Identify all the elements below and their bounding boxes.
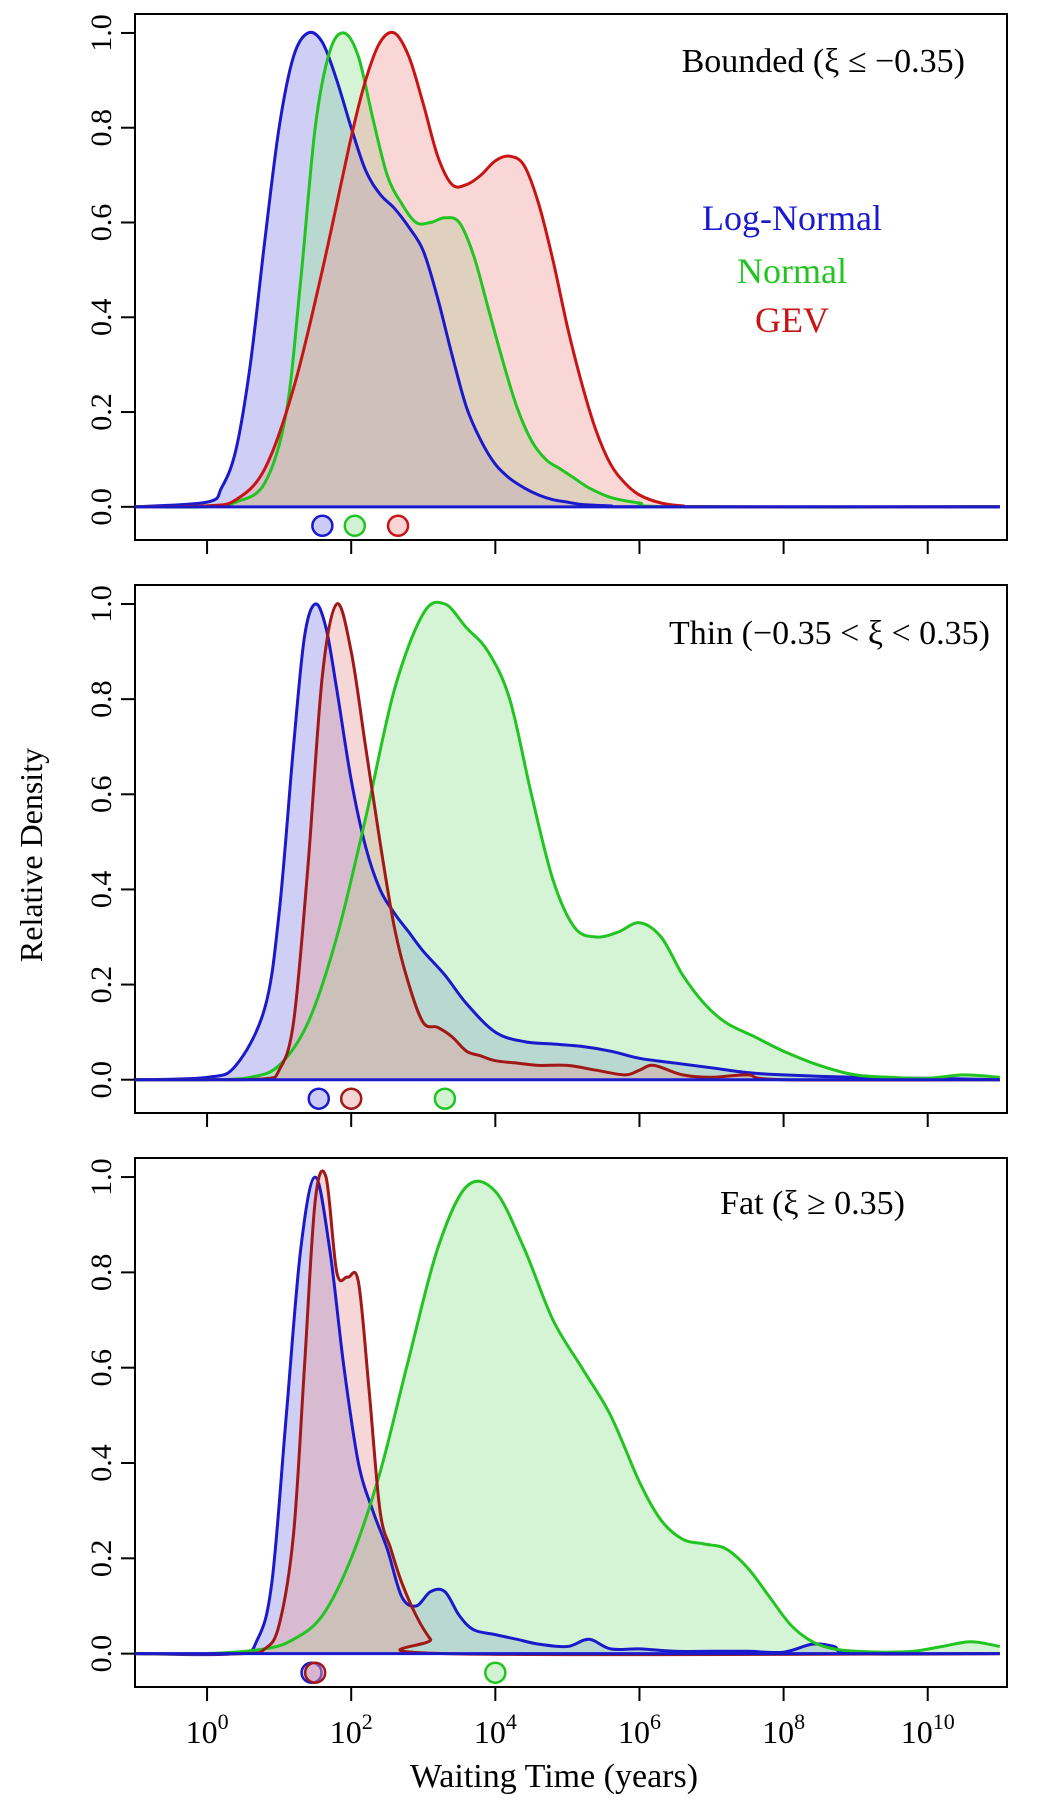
x-tick-label: 102 (330, 1709, 373, 1750)
line-normal (134, 31, 1000, 509)
line-gev (134, 1169, 1000, 1657)
x-tick-label: 100 (186, 1709, 229, 1750)
marker-log-normal (307, 1087, 331, 1110)
area-log-normal (135, 603, 1000, 1080)
line-log-normal (134, 602, 1000, 1082)
line-normal (134, 600, 1000, 1082)
plot-frame (134, 13, 1008, 541)
marker-gev (303, 1661, 327, 1684)
panel-3: 0.0 0.2 0.4 0.6 0.8 1.0 100 102 104 106 108 1010 Fat… (85, 1157, 1008, 1750)
x-tick-label: 1010 (901, 1709, 955, 1750)
area-gev (135, 1170, 1000, 1655)
panel-title: Thin (−0.35 < ξ < 0.35) (669, 615, 990, 652)
y-tick-label: 1.0 (85, 585, 118, 623)
y-tick-label: 0.2 (85, 966, 118, 1004)
area-gev (135, 32, 1000, 507)
legend: Log-Normal Normal GEV (702, 198, 882, 340)
y-tick-label: 0.0 (85, 1061, 118, 1099)
y-axis-label: Relative Density (13, 748, 49, 962)
panel-1: 0.0 0.2 0.4 0.6 0.8 1.0 Bounded (ξ ≤ −0.35) (85, 13, 1008, 554)
area-normal (135, 32, 1000, 508)
x-tick-label: 106 (618, 1709, 661, 1750)
y-tick-label: 0.4 (85, 871, 118, 909)
panel-2: 0.0 0.2 0.4 0.6 0.8 1.0 Thin (−0.35 < ξ < 0.35… (85, 584, 1008, 1127)
marker-gev (339, 1087, 363, 1110)
panel-title: Bounded (ξ ≤ −0.35) (682, 43, 965, 80)
y-tick-label: 0.4 (85, 299, 118, 337)
panel-title: Fat (ξ ≥ 0.35) (720, 1185, 905, 1222)
x-tick-label: 104 (474, 1709, 517, 1750)
area-normal (135, 1181, 1000, 1654)
marker-normal (484, 1661, 507, 1684)
legend-lognormal: Log-Normal (702, 198, 882, 238)
marker-gev (386, 514, 410, 538)
marker-log-normal (311, 514, 334, 538)
y-tick-label: 0.4 (85, 1444, 118, 1482)
plot-frame (134, 584, 1008, 1114)
marker-normal (343, 514, 367, 538)
legend-gev: GEV (755, 300, 829, 340)
legend-normal: Normal (737, 251, 847, 291)
y-tick-label: 0.6 (85, 776, 118, 814)
y-tick-label: 0.8 (85, 1254, 118, 1292)
y-tick-label: 1.0 (85, 1158, 118, 1196)
line-normal (134, 1179, 1001, 1656)
plot-frame (134, 1157, 1008, 1688)
line-log-normal (134, 1175, 1000, 1657)
area-normal (135, 602, 1000, 1080)
area-log-normal (135, 1177, 1000, 1655)
x-axis-label: Waiting Time (years) (410, 1758, 698, 1795)
line-log-normal (134, 30, 1000, 509)
y-tick-label: 0.8 (85, 109, 118, 147)
y-tick-label: 0.0 (85, 1635, 118, 1673)
y-tick-label: 0.6 (85, 1349, 118, 1387)
line-gev (134, 30, 1000, 509)
y-tick-label: 0.2 (85, 1540, 118, 1578)
y-tick-label: 0.0 (85, 488, 118, 526)
x-tick-label: 108 (762, 1709, 805, 1750)
area-log-normal (135, 32, 1000, 507)
area-gev (135, 603, 1000, 1081)
y-tick-label: 1.0 (85, 14, 118, 52)
y-tick-label: 0.2 (85, 393, 118, 431)
line-gev (134, 602, 1000, 1082)
y-tick-label: 0.8 (85, 680, 118, 718)
marker-normal (433, 1087, 457, 1110)
y-tick-label: 0.6 (85, 204, 118, 242)
